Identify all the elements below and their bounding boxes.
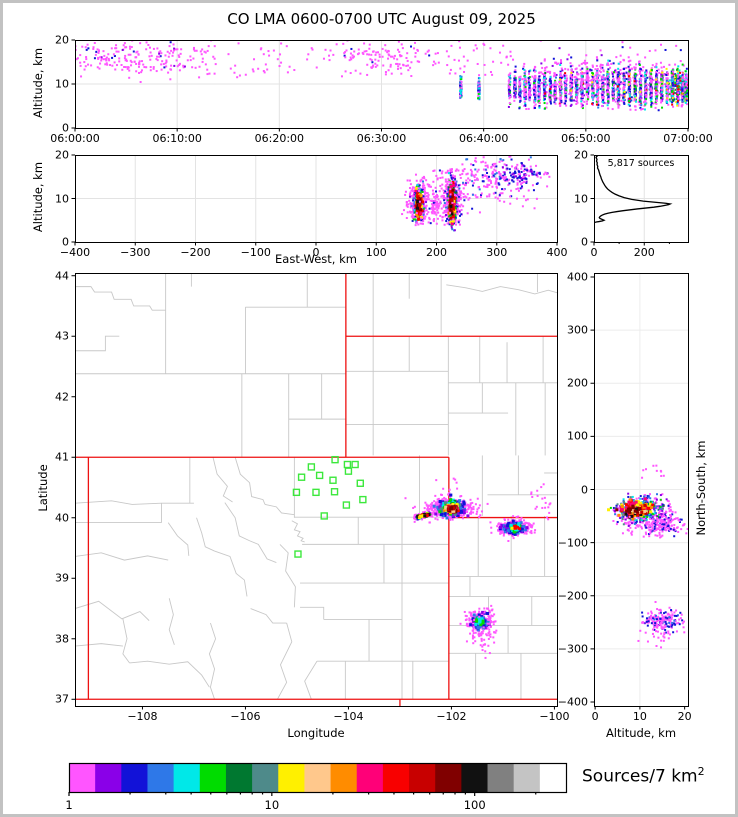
tick-label: 400: [546, 246, 568, 259]
tick-label: 38: [55, 632, 69, 646]
tick-label: −400: [59, 246, 91, 259]
tick-label: 300: [567, 323, 588, 337]
tick-label: 20: [574, 148, 588, 162]
tick-label: 300: [486, 246, 508, 259]
tick-label: −200: [557, 589, 588, 603]
tick-label: −300: [557, 642, 588, 656]
tick-label: 20: [55, 148, 69, 162]
tick-label: −100: [557, 536, 588, 550]
east-west-ylabel: Altitude, km: [31, 161, 45, 233]
tick-label: 20: [55, 33, 69, 47]
north-south-xlabel: Altitude, km: [605, 726, 677, 740]
colorbar-label: Sources/7 km2: [582, 765, 705, 787]
tick-label: 43: [55, 329, 69, 343]
tick-label: −108: [127, 710, 158, 723]
tick-label: 10: [574, 192, 588, 205]
tick-label: −100: [539, 710, 570, 723]
tick-label: 37: [55, 692, 69, 706]
tick-label: 100: [365, 246, 387, 259]
tick-label: 0: [591, 710, 599, 723]
tick-label: 06:30:00: [356, 132, 407, 145]
map-ylabel: Latitude: [36, 464, 50, 512]
tick-label: 39: [55, 571, 69, 585]
north-south-ylabel: North-South, km: [694, 440, 708, 536]
tick-label: 10: [264, 798, 280, 812]
tick-label: 0: [62, 121, 69, 135]
tick-label: 0: [62, 235, 69, 249]
tick-label: 20: [677, 710, 692, 723]
tick-label: 06:10:00: [152, 132, 202, 145]
figure-title: CO LMA 0600-0700 UTC August 09, 2025: [227, 10, 536, 28]
tick-label: −100: [240, 246, 271, 259]
tick-label: 200: [633, 246, 655, 259]
tick-label: 0: [581, 483, 588, 496]
tick-label: 44: [55, 269, 69, 283]
tick-label: 06:00:00: [50, 132, 100, 145]
tick-label: 200: [567, 376, 588, 390]
tick-label: 42: [55, 390, 69, 404]
tick-label: −104: [333, 710, 364, 723]
east-west-xlabel: East-West, km: [275, 252, 357, 266]
tick-label: 41: [55, 450, 69, 464]
colorbar-label-sup: 2: [697, 765, 705, 778]
tick-label: 100: [567, 429, 588, 443]
time-height-ylabel: Altitude, km: [31, 47, 45, 119]
tick-label: 10: [55, 192, 69, 205]
tick-label: −300: [120, 246, 151, 259]
tick-label: 0: [312, 246, 320, 259]
tick-label: −102: [436, 710, 467, 723]
tick-label: 100: [463, 798, 486, 812]
tick-label: −106: [230, 710, 261, 723]
sources-annotation: 5,817 sources: [607, 158, 675, 169]
tick-label: 06:20:00: [254, 132, 305, 145]
tick-label: 10: [632, 710, 647, 723]
tick-label: 0: [581, 235, 588, 249]
map-xlabel: Longitude: [287, 726, 345, 740]
tick-label: 1: [65, 798, 73, 812]
tick-label: 40: [55, 511, 69, 525]
tick-label: 0: [590, 246, 598, 259]
tick-label: −400: [557, 695, 588, 709]
tick-label: 10: [55, 77, 69, 91]
tick-label: 200: [426, 246, 447, 259]
tick-label: 06:40:00: [458, 132, 509, 145]
tick-label: 400: [567, 270, 588, 284]
colorbar-label-text: Sources/7 km: [582, 766, 698, 787]
tick-label: 06:50:00: [561, 132, 611, 145]
tick-label: 07:00:00: [663, 132, 713, 145]
tick-label: −200: [180, 246, 211, 259]
